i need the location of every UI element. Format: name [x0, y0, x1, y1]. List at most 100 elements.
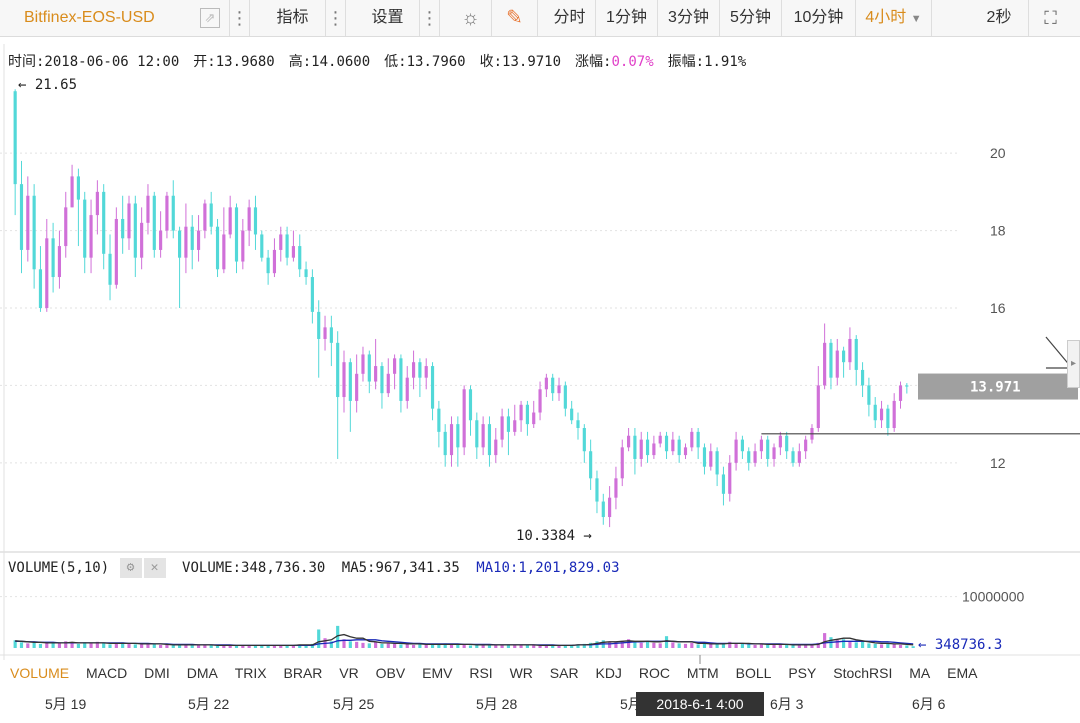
tab-kdj[interactable]: KDJ [595, 665, 622, 681]
tab-dmi[interactable]: DMI [144, 665, 170, 681]
external-link-icon[interactable]: ⇗ [200, 8, 220, 28]
volume-bar [645, 641, 650, 648]
volume-bar [38, 643, 43, 648]
candle-body [285, 234, 289, 258]
candle-body [582, 428, 586, 452]
tab-psy[interactable]: PSY [788, 665, 817, 681]
volume-bar [64, 641, 68, 648]
volume-bar [184, 645, 188, 648]
volume-bar [298, 644, 302, 648]
refresh-interval[interactable]: 2秒 [986, 9, 1012, 26]
tf-button[interactable]: 3分钟 [658, 0, 720, 36]
volume-bar [285, 644, 289, 648]
more-icon[interactable]: ⋮ [230, 0, 250, 36]
volume-bar [159, 644, 163, 648]
tab-stochrsi[interactable]: StochRSI [833, 665, 893, 681]
volume-info: VOLUME(5,10) ⚙ ✕ VOLUME:348,736.30 MA5:96… [8, 558, 620, 578]
volume-bar [317, 629, 321, 648]
candle-body [879, 408, 884, 421]
more-icon[interactable]: ⋮ [326, 0, 346, 36]
pencil-icon[interactable]: ✎ [492, 0, 538, 36]
tab-ema[interactable]: EMA [947, 665, 978, 681]
symbol-selector[interactable]: Bitfinex-EOS-USD ⇗ [0, 0, 230, 36]
volume-bar [475, 644, 479, 648]
candle-body [804, 439, 808, 452]
volume-bar [57, 643, 62, 648]
volume-bar [19, 642, 24, 648]
candle-body [785, 435, 789, 452]
indicator-tabs: VOLUME MACD DMI DMA TRIX BRAR VR OBV EMV… [10, 665, 991, 687]
tab-dma[interactable]: DMA [186, 665, 218, 681]
more-icon[interactable]: ⋮ [420, 0, 440, 36]
candle-body [418, 362, 422, 378]
candle-body [677, 439, 681, 456]
panel-expand-handle[interactable]: ▸ [1067, 340, 1080, 388]
candle-body [854, 338, 858, 370]
candle-body [633, 435, 637, 459]
candle-body [443, 431, 447, 456]
candle-body [380, 366, 384, 394]
tab-vr[interactable]: VR [339, 665, 359, 681]
volume-bar [608, 641, 612, 648]
tf-dropdown[interactable]: 4小时 ▼ [856, 0, 932, 36]
candle-body [108, 253, 112, 285]
min-price-label: 10.3384 → [516, 528, 592, 544]
volume-bar [196, 644, 201, 648]
fullscreen-icon[interactable]: ⛶ [1028, 0, 1072, 36]
candle-body [475, 420, 479, 448]
volume-bar [430, 644, 435, 648]
y-tick-label: 16 [990, 300, 1006, 316]
tf-button[interactable]: 5分钟 [720, 0, 782, 36]
sun-icon[interactable]: ☼ [450, 0, 492, 36]
candle-body [601, 501, 605, 518]
candle-body [449, 424, 454, 456]
volume-bar [709, 643, 713, 648]
candle-body [608, 497, 612, 518]
tab-emv[interactable]: EMV [422, 665, 453, 681]
date-tick: 5月 28 [476, 696, 518, 712]
candle-body [317, 311, 321, 339]
tf-button[interactable]: 10分钟 [782, 0, 856, 36]
tab-trix[interactable]: TRIX [234, 665, 267, 681]
candle-body [102, 191, 106, 254]
candle-body [272, 249, 277, 274]
tab-rsi[interactable]: RSI [469, 665, 493, 681]
ma10-value: MA10:1,201,829.03 [476, 560, 620, 576]
date-tick: 6月 6 [912, 696, 946, 712]
candle-body [121, 218, 125, 239]
tab-roc[interactable]: ROC [638, 665, 670, 681]
tf-button[interactable]: 1分钟 [596, 0, 658, 36]
y-tick-label: 18 [990, 223, 1006, 239]
tab-boll[interactable]: BOLL [735, 665, 772, 681]
tab-macd[interactable]: MACD [86, 665, 128, 681]
tab-sar[interactable]: SAR [549, 665, 579, 681]
tf-button[interactable]: 分时 [544, 0, 596, 36]
volume-bar [842, 639, 846, 648]
close-icon[interactable]: ✕ [143, 558, 166, 578]
volume-tick-label: 10000000 [962, 589, 1025, 605]
indicators-button[interactable]: 指标 [260, 0, 326, 36]
settings-button[interactable]: 设置 [356, 0, 420, 36]
tab-wr[interactable]: WR [509, 665, 533, 681]
candle-body [829, 342, 833, 378]
candle-body [842, 350, 846, 363]
volume-bar [133, 644, 137, 648]
tab-brar[interactable]: BRAR [283, 665, 323, 681]
volume-bar [494, 644, 498, 648]
tab-volume[interactable]: VOLUME [10, 665, 70, 681]
volume-bar [152, 644, 156, 648]
volume-bar [45, 642, 49, 648]
candle-body [645, 439, 650, 456]
volume-bar [551, 644, 555, 648]
volume-bar [380, 643, 384, 648]
volume-bar [867, 643, 871, 648]
gear-icon[interactable]: ⚙ [119, 558, 142, 578]
date-tick: 5月 19 [45, 696, 87, 712]
candle-body [310, 277, 314, 312]
volume-bar [519, 645, 523, 648]
tab-ma[interactable]: MA [909, 665, 931, 681]
tab-mtm[interactable]: MTM [686, 665, 719, 681]
tab-obv[interactable]: OBV [375, 665, 406, 681]
volume-bar [437, 644, 441, 648]
